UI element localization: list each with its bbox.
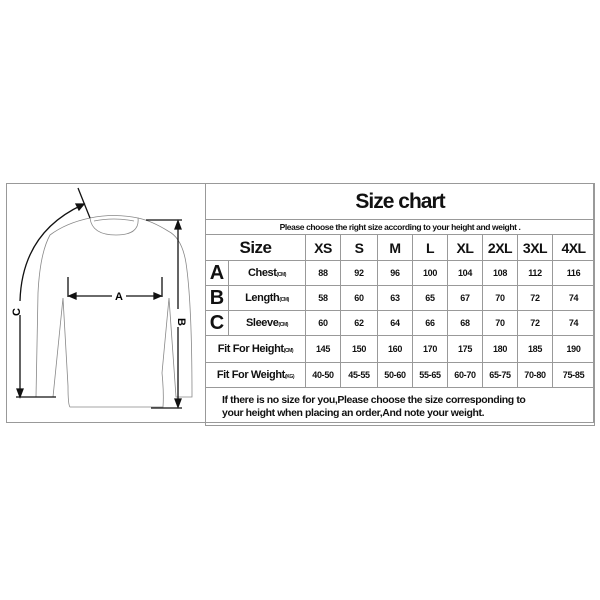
size-header: S xyxy=(340,234,378,261)
cell: 116 xyxy=(551,260,596,286)
cell: 74 xyxy=(551,285,596,311)
cell: 70-80 xyxy=(517,362,553,388)
unit: (CM) xyxy=(283,348,294,354)
cell: 65 xyxy=(412,285,448,311)
size-header: 2XL xyxy=(482,234,518,261)
cell: 96 xyxy=(377,260,413,286)
cell: 170 xyxy=(412,335,448,363)
cell: 66 xyxy=(412,310,448,336)
unit: (CM) xyxy=(279,297,289,303)
cell: 74 xyxy=(551,310,596,336)
cell: 175 xyxy=(447,335,483,363)
cell: 67 xyxy=(447,285,483,311)
measurement-row: A Chest(CM) 88 92 96 100 104 108 112 116 xyxy=(205,260,596,286)
cell: 70 xyxy=(482,285,518,311)
measurement-row: C Sleeve(CM) 60 62 64 66 68 70 72 74 xyxy=(205,310,596,336)
chart-title: Size chart xyxy=(204,183,596,220)
row-label: Chest xyxy=(247,267,277,279)
sleeve-arrow xyxy=(19,204,83,395)
footer-line: your height when placing an order,And no… xyxy=(222,406,485,419)
cell: 112 xyxy=(517,260,553,286)
label-b: B xyxy=(175,318,187,326)
fit-height-row: Fit For Height(CM) 145 150 160 170 175 1… xyxy=(205,335,596,363)
size-header: XS xyxy=(305,234,341,261)
cell: 150 xyxy=(340,335,378,363)
size-header-label: Size xyxy=(205,234,306,261)
cell: 70 xyxy=(482,310,518,336)
neck-pointer-line xyxy=(77,187,91,219)
fit-weight-row: Fit For Weight(KG) 40-50 45-55 50-60 55-… xyxy=(205,362,596,388)
cell: 185 xyxy=(517,335,553,363)
cell: 75-85 xyxy=(551,362,596,388)
cell: 145 xyxy=(305,335,341,363)
cell: 68 xyxy=(447,310,483,336)
cell: 104 xyxy=(447,260,483,286)
footer-note: If there is no size for you,Please choos… xyxy=(204,387,596,426)
cell: 62 xyxy=(340,310,378,336)
cell: 92 xyxy=(340,260,378,286)
unit: (CM) xyxy=(276,272,287,278)
cell: 72 xyxy=(517,285,553,311)
shirt-outline xyxy=(35,217,193,408)
cell: 190 xyxy=(551,335,596,363)
cell: 88 xyxy=(305,260,341,286)
row-label: Length xyxy=(245,292,280,304)
cell: 50-60 xyxy=(377,362,413,388)
label-c: C xyxy=(11,308,23,316)
cell: 160 xyxy=(377,335,413,363)
size-header-row: Size XS S M L XL 2XL 3XL 4XL xyxy=(205,234,596,261)
size-header: 3XL xyxy=(517,234,553,261)
chart-subtitle: Please choose the right size according t… xyxy=(204,219,596,235)
fit-weight-label: Fit For Weight xyxy=(216,369,286,381)
cell: 100 xyxy=(412,260,448,286)
shirt-collar xyxy=(89,215,139,236)
cell: 58 xyxy=(305,285,341,311)
cell: 72 xyxy=(517,310,553,336)
fit-height-label: Fit For Height xyxy=(217,343,284,355)
shirt-diagram: A B C xyxy=(11,187,193,409)
label-a: A xyxy=(115,291,123,303)
size-header: XL xyxy=(447,234,483,261)
cell: 108 xyxy=(482,260,518,286)
footer-line: If there is no size for you,Please choos… xyxy=(222,393,526,406)
size-chart-table: Size chart Please choose the right size … xyxy=(204,183,596,426)
size-header: M xyxy=(377,234,413,261)
size-header: 4XL xyxy=(551,234,596,261)
cell: 65-75 xyxy=(482,362,518,388)
cell: 60 xyxy=(305,310,341,336)
cell: 40-50 xyxy=(305,362,341,388)
cell: 63 xyxy=(377,285,413,311)
unit: (KG) xyxy=(284,374,295,380)
row-letter: B xyxy=(205,285,229,311)
cell: 45-55 xyxy=(340,362,378,388)
row-letter: C xyxy=(205,310,229,336)
cell: 60 xyxy=(340,285,378,311)
footer-row: If there is no size for you,Please choos… xyxy=(204,387,596,426)
row-label: Sleeve xyxy=(246,317,279,329)
measurement-row: B Length(CM) 58 60 63 65 67 70 72 74 xyxy=(205,285,596,311)
cell: 64 xyxy=(377,310,413,336)
cell: 180 xyxy=(482,335,518,363)
size-header: L xyxy=(412,234,448,261)
unit: (CM) xyxy=(278,322,288,328)
cell: 55-65 xyxy=(412,362,448,388)
row-letter: A xyxy=(205,260,229,286)
cell: 60-70 xyxy=(447,362,483,388)
